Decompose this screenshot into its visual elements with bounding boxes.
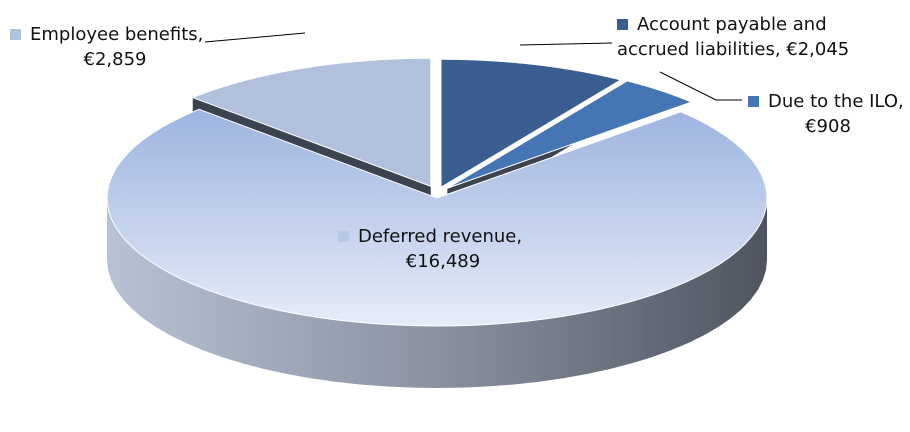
label-name: Deferred revenue, bbox=[358, 226, 523, 247]
pie-slice bbox=[440, 58, 623, 189]
label-swatch bbox=[10, 29, 21, 40]
label-name: Account payable and accrued liabilities, bbox=[617, 14, 827, 60]
slice-side bbox=[107, 198, 767, 388]
pie-slice bbox=[447, 80, 693, 189]
label-value: €2,045 bbox=[786, 39, 850, 60]
label-swatch bbox=[338, 231, 349, 242]
label-swatch bbox=[748, 96, 759, 107]
label-name: Employee benefits, bbox=[30, 24, 204, 45]
leader-line bbox=[519, 42, 613, 46]
label-value: €908 bbox=[805, 116, 851, 137]
leader-line bbox=[204, 32, 306, 43]
data-label: Employee benefits, €2,859 bbox=[10, 22, 220, 72]
data-label: Due to the ILO, €908 bbox=[748, 89, 908, 139]
label-value: €2,859 bbox=[83, 49, 147, 70]
label-name: Due to the ILO, bbox=[768, 91, 904, 112]
leader-lines bbox=[204, 32, 742, 101]
pie-slice bbox=[106, 108, 768, 327]
pie-slice bbox=[191, 57, 432, 187]
label-value: €16,489 bbox=[405, 251, 481, 272]
data-label: Deferred revenue, €16,489 bbox=[338, 224, 548, 274]
label-swatch bbox=[617, 19, 628, 30]
leader-line bbox=[659, 71, 742, 101]
data-label: Account payable and accrued liabilities,… bbox=[617, 12, 902, 62]
